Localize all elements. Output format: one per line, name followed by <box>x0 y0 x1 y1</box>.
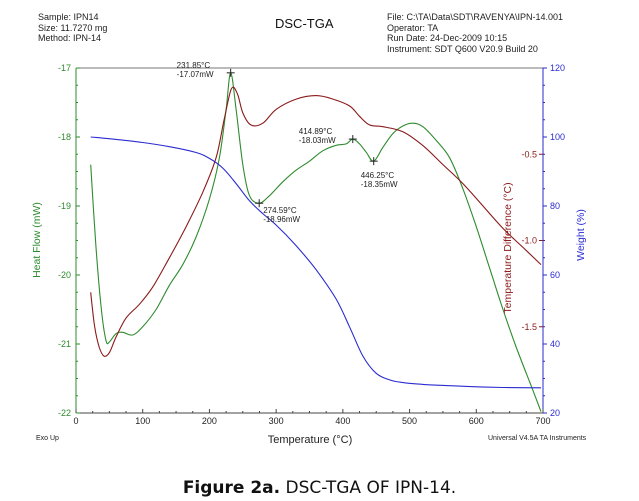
weight-tick-label: 100 <box>550 132 565 142</box>
temp-diff-tick-label: -0.5 <box>521 149 537 159</box>
x-axis-label: Temperature (°C) <box>268 434 352 446</box>
heat-flow-tick-label: -20 <box>58 270 71 280</box>
annotation-heat-flow: -18.35mW <box>361 180 398 189</box>
x-tick-label: 100 <box>135 416 150 426</box>
peak-annotation: 274.59°C-18.96mW <box>255 199 301 224</box>
heat-flow-curve <box>90 72 542 412</box>
x-tick-label: 500 <box>402 416 417 426</box>
instrument: Instrument: SDT Q600 V20.9 Build 20 <box>387 43 538 54</box>
annotation-heat-flow: -18.96mW <box>263 215 300 224</box>
annotation-temperature: 274.59°C <box>263 206 297 215</box>
x-tick-label: 200 <box>202 416 217 426</box>
heat-flow-tick-label: -18 <box>58 132 71 142</box>
weight-tick-label: 60 <box>550 270 560 280</box>
annotation-temperature: 231.85°C <box>177 61 211 70</box>
x-tick-label: 300 <box>269 416 284 426</box>
weight-tick-label: 120 <box>550 63 565 73</box>
file-path: File: C:\TA\Data\SDT\RAVENYA\IPN-14.001 <box>387 12 564 22</box>
caption-text: DSC-TGA OF IPN-14. <box>280 478 457 498</box>
heat-flow-tick-label: -17 <box>58 63 71 73</box>
peak-annotation: 231.85°C-17.07mW <box>177 61 235 79</box>
chart-title: DSC-TGA <box>275 16 334 31</box>
peak-annotation: 414.89°C-18.03mW <box>299 127 357 145</box>
run-info: File: C:\TA\Data\SDT\RAVENYA\IPN-14.001 … <box>387 12 563 54</box>
x-tick-label: 0 <box>73 416 78 426</box>
software-label: Universal V4.5A TA Instruments <box>488 435 587 442</box>
temperature-difference-curve <box>90 86 542 357</box>
sample-size: Size: 11.7270 mg <box>38 22 108 33</box>
temp-diff-tick-label: -1.5 <box>521 322 537 332</box>
y-axis-label-temp-diff: Temperature Difference (°C) <box>502 182 514 313</box>
figure-caption: Figure 2a. DSC-TGA OF IPN-14. <box>0 478 639 498</box>
annotation-temperature: 446.25°C <box>361 171 395 180</box>
weight-tick-label: 20 <box>550 408 560 418</box>
heat-flow-tick-label: -21 <box>58 339 71 349</box>
sample-info: Sample: IPN14 Size: 11.7270 mg Method: I… <box>38 12 107 44</box>
y-axis-label-weight: Weight (%) <box>575 209 587 261</box>
heat-flow-tick-label: -22 <box>58 408 71 418</box>
annotation-heat-flow: -17.07mW <box>177 70 214 79</box>
annotation-temperature: 414.89°C <box>299 127 333 136</box>
annotation-heat-flow: -18.03mW <box>299 136 336 145</box>
run-date: Run Date: 24-Dec-2009 10:15 <box>387 33 508 43</box>
exo-up-label: Exo Up <box>36 435 59 442</box>
caption-label: Figure 2a. <box>182 478 281 498</box>
weight-tick-label: 40 <box>550 339 560 349</box>
sample-method: Method: IPN-14 <box>38 33 102 43</box>
weight-tick-label: 80 <box>550 201 560 211</box>
weight-curve <box>90 136 542 389</box>
heat-flow-tick-label: -19 <box>58 201 71 211</box>
x-tick-label: 400 <box>335 416 350 426</box>
temp-diff-tick-label: -1.0 <box>521 236 537 246</box>
y-axis-label-heat-flow: Heat Flow (mW) <box>31 202 43 278</box>
x-tick-label: 600 <box>469 416 484 426</box>
x-tick-label: 700 <box>535 416 550 426</box>
sample-name: Sample: IPN14 <box>38 12 99 22</box>
peak-annotation: 446.25°C-18.35mW <box>361 157 398 189</box>
operator: Operator: TA <box>387 22 439 33</box>
